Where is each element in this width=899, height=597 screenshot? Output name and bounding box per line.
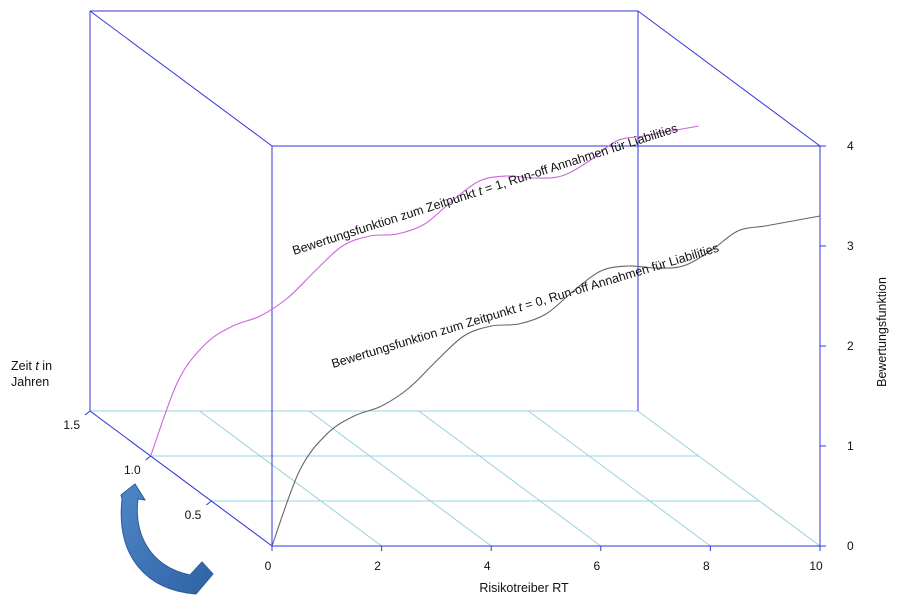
floor-gridline-x xyxy=(308,410,492,547)
z-axis-title: Zeit t in Jahren xyxy=(11,359,52,389)
x-tick-label: 0 xyxy=(265,559,272,573)
floor-gridline-x xyxy=(528,410,711,547)
z-tick xyxy=(145,455,151,461)
x-tick-label: 4 xyxy=(484,559,491,573)
box-edge xyxy=(89,10,273,147)
z-tick-label: 0.5 xyxy=(185,508,202,522)
tick-labels: 0 2 4 6 8 10 0 1 2 3 4 0.5 1.0 1.5 xyxy=(63,139,854,573)
bounding-box xyxy=(89,10,821,547)
y-tick-label: 1 xyxy=(847,439,854,453)
y-tick-label: 4 xyxy=(847,139,854,153)
z-tick-label: 1.0 xyxy=(124,463,141,477)
floor-gridline-x xyxy=(418,410,602,547)
x-tick-label: 6 xyxy=(593,559,600,573)
series-line-t0 xyxy=(271,215,821,547)
box-edge xyxy=(637,10,821,147)
y-tick-label: 0 xyxy=(847,539,854,553)
z-tick xyxy=(206,500,212,506)
y-axis-title: Bewertungsfunktion xyxy=(875,277,889,387)
y-tick-label: 3 xyxy=(847,239,854,253)
series-curves xyxy=(150,125,821,547)
floor-grid xyxy=(89,410,821,547)
floor-gridline-x xyxy=(199,410,382,547)
rotation-arrow-icon xyxy=(120,483,214,595)
y-tick-label: 2 xyxy=(847,339,854,353)
svg-text:Zeit t in: Zeit t in xyxy=(11,359,52,373)
x-axis-title: Risikotreiber RT xyxy=(479,581,569,595)
series-label-t0: Bewertungsfunktion zum Zeitpunkt t = 0, … xyxy=(330,241,721,371)
x-tick-label: 2 xyxy=(374,559,381,573)
z-axis-title-var: t xyxy=(35,359,39,373)
floor-gridline-x xyxy=(637,410,821,547)
series-line-t1 xyxy=(150,125,699,457)
z-axis-title-word: Zeit xyxy=(11,359,32,373)
z-axis-title-line2: Jahren xyxy=(11,375,49,389)
z-tick-label: 1.5 xyxy=(63,418,80,432)
series-label-t1: Bewertungsfunktion zum Zeitpunkt t = 1, … xyxy=(291,121,680,258)
x-tick-label: 10 xyxy=(809,559,823,573)
z-axis-title-after: in xyxy=(39,359,52,373)
z-tick xyxy=(84,410,91,416)
x-tick-label: 8 xyxy=(703,559,710,573)
axis-ticks xyxy=(84,145,826,551)
box-edge xyxy=(89,410,273,547)
